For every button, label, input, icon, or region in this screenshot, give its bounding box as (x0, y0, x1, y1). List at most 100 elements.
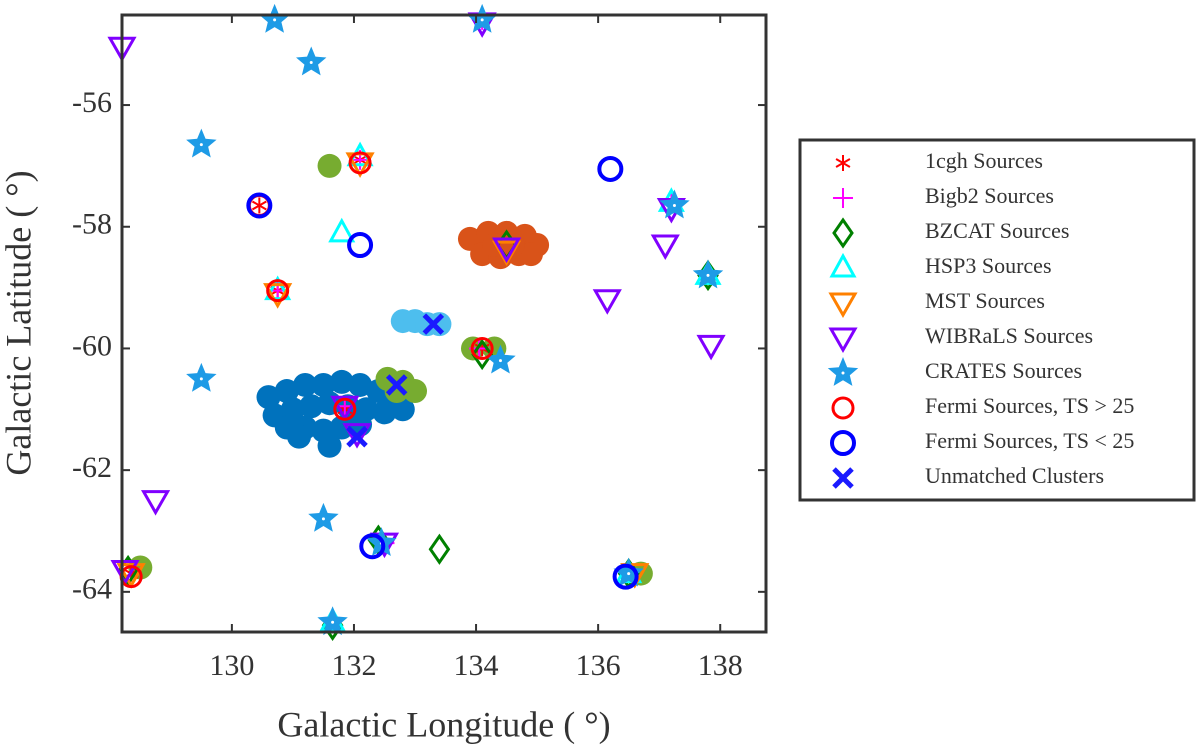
legend-label: Unmatched Clusters (925, 463, 1104, 488)
legend-marker-part (830, 430, 856, 456)
marker (470, 336, 494, 360)
marker-part (659, 189, 690, 219)
plot-frame (120, 13, 768, 634)
marker-part (480, 18, 484, 22)
marker (317, 606, 348, 636)
marker-part (330, 395, 360, 422)
marker-part (266, 279, 290, 303)
cluster-point (329, 415, 354, 440)
marker-part (346, 425, 368, 448)
marker (428, 533, 451, 565)
x-tick-label: 136 (576, 649, 621, 682)
cluster-point (299, 394, 324, 419)
legend-marker (831, 396, 855, 420)
marker-part (471, 338, 493, 371)
legend-marker (835, 155, 851, 171)
cluster-point (372, 400, 397, 425)
marker-part (466, 3, 498, 33)
marker-part (385, 374, 408, 396)
legend-marker-part (828, 327, 858, 354)
legend-marker (828, 327, 858, 354)
legend-marker (830, 430, 856, 456)
x-tick-label: 132 (331, 649, 376, 682)
legend-label: BZCAT Sources (925, 218, 1069, 243)
marker (466, 3, 498, 33)
cluster-point (311, 372, 336, 397)
marker-part (491, 237, 522, 264)
marker-part (672, 203, 676, 207)
legend-marker (832, 217, 854, 249)
marker-part (706, 273, 710, 277)
y-tick-label: -62 (72, 451, 112, 484)
marker (330, 395, 360, 422)
marker (471, 338, 493, 371)
legend-box (798, 138, 1196, 502)
legend-label: WIBRaLS Sources (925, 323, 1093, 348)
y-tick-label: -60 (72, 329, 112, 362)
marker (359, 533, 386, 560)
marker (347, 232, 374, 259)
legend-marker-part (835, 158, 851, 168)
marker (692, 259, 724, 289)
cluster-point (256, 385, 281, 410)
legend-label: CRATES Sources (925, 358, 1082, 383)
marker-part (333, 397, 357, 421)
cluster-point (317, 153, 342, 178)
marker-part (470, 336, 494, 360)
marker (186, 362, 217, 392)
marker (597, 155, 624, 182)
marker-part (347, 232, 374, 259)
cluster-point (384, 379, 409, 404)
legend-marker-part (832, 467, 854, 489)
cluster-point (329, 369, 354, 394)
cluster-point (348, 372, 373, 397)
marker-part (199, 377, 203, 381)
legend-label: MST Sources (925, 288, 1045, 313)
marker (116, 563, 146, 589)
legend-marker (828, 292, 858, 319)
marker-part (321, 517, 325, 521)
marker-part (627, 572, 631, 576)
marker (385, 374, 408, 396)
marker-part (186, 362, 217, 392)
x-tick-label: 134 (454, 649, 499, 682)
marker-part (359, 533, 386, 560)
marker-part (597, 155, 624, 182)
marker-part (331, 620, 335, 624)
cluster-point (274, 379, 299, 404)
legend-marker-part (831, 396, 855, 420)
marker (650, 234, 680, 261)
marker (333, 397, 357, 421)
legend-marker (832, 467, 854, 489)
marker (659, 189, 690, 219)
marker-part (264, 275, 292, 301)
marker-part (199, 143, 203, 147)
marker (251, 197, 267, 214)
marker-part (612, 563, 639, 590)
marker-part (110, 560, 140, 586)
marker-part (296, 46, 327, 76)
cluster-point (287, 424, 312, 449)
marker (348, 151, 372, 175)
y-tick-label: -58 (72, 208, 112, 241)
marker-part (342, 423, 372, 449)
legend-label: 1cgh Sources (925, 148, 1043, 173)
marker (422, 313, 445, 335)
marker-part (273, 18, 277, 22)
marker (186, 128, 217, 158)
legend-label: Fermi Sources, TS < 25 (925, 428, 1134, 453)
marker-part (348, 151, 372, 175)
marker-part (592, 289, 622, 315)
y-tick-label: -64 (72, 573, 112, 606)
marker (296, 46, 327, 76)
marker-part (116, 563, 146, 589)
cluster-point (317, 433, 342, 458)
legend-label: HSP3 Sources (925, 253, 1052, 278)
cluster-point (390, 397, 415, 422)
marker-part (309, 60, 313, 64)
marker (264, 275, 292, 301)
y-tick-label: -56 (72, 86, 112, 119)
cluster-point (403, 379, 428, 404)
marker (491, 240, 522, 267)
